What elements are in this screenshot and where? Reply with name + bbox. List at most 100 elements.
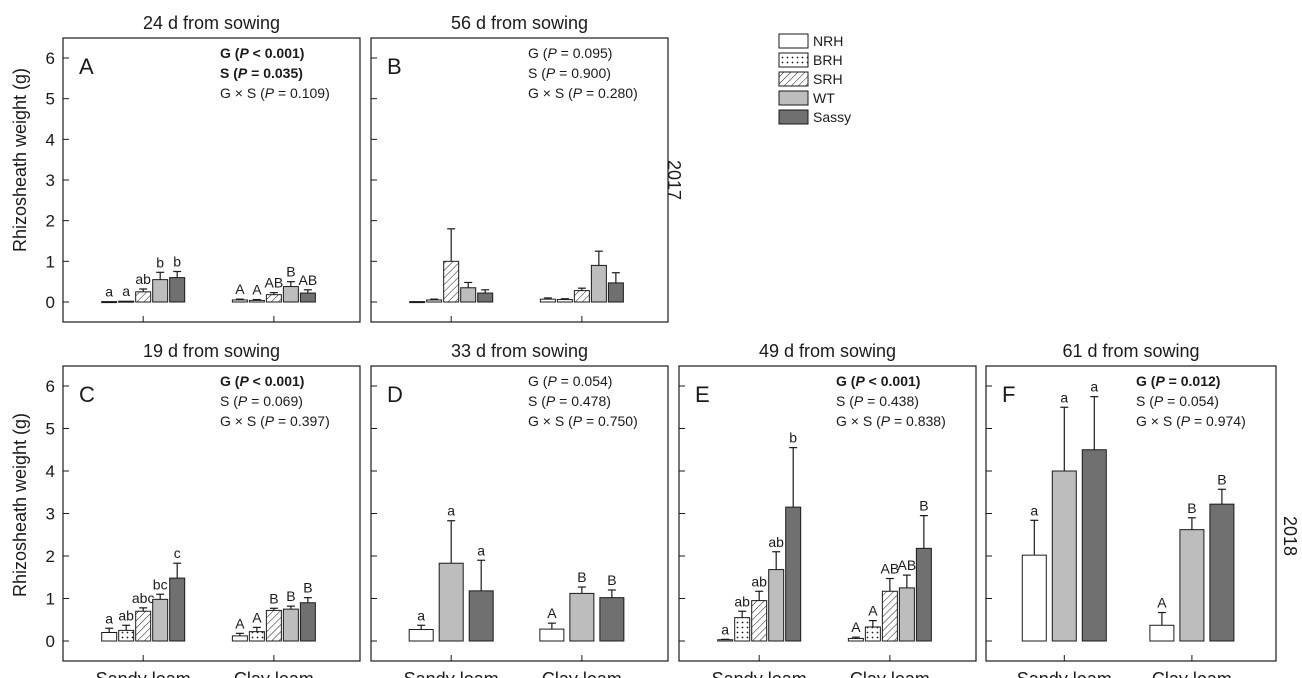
bar-brh xyxy=(248,299,265,303)
bar-srh xyxy=(135,610,152,642)
significance-letter: ab xyxy=(734,593,750,609)
stat-line: G (P = 0.054) xyxy=(528,373,612,389)
significance-letter: AB xyxy=(299,272,318,288)
y-tick-label: 2 xyxy=(46,547,55,566)
y-tick-label: 5 xyxy=(46,90,55,109)
significance-letter: ab xyxy=(751,573,767,589)
bar-sassy xyxy=(299,292,316,303)
stat-line: S (P = 0.438) xyxy=(836,393,919,409)
bar-sassy xyxy=(299,602,316,642)
bar-sassy xyxy=(1209,503,1235,642)
stat-line: G (P < 0.001) xyxy=(836,373,920,389)
y-tick-label: 6 xyxy=(46,377,55,396)
bar-srh xyxy=(443,260,460,303)
significance-letter: ab xyxy=(135,271,151,287)
stat-line: S (P = 0.900) xyxy=(528,65,611,81)
significance-letter: a xyxy=(105,284,113,300)
x-category-label: Sandy loam xyxy=(712,669,807,678)
x-category-label: Clay loam xyxy=(1152,669,1232,678)
bar-brh xyxy=(248,631,265,642)
bar-wt xyxy=(1051,470,1077,642)
x-category-label: Clay loam xyxy=(850,669,930,678)
significance-letter: c xyxy=(174,545,181,561)
x-category-label: Sandy loam xyxy=(1017,669,1112,678)
panel-letter: D xyxy=(387,382,403,407)
significance-letter: A xyxy=(235,615,245,631)
significance-letter: AB xyxy=(881,561,900,577)
panel-b: 56 d from sowing B G (P = 0.095) S (P = 0.9… xyxy=(370,13,669,323)
bar-srh xyxy=(265,294,282,303)
stat-line: G (P < 0.001) xyxy=(220,45,304,61)
stat-line: G × S (P = 0.838) xyxy=(836,413,946,429)
legend-swatch-nrh xyxy=(778,33,809,49)
bar-wt xyxy=(438,562,464,642)
y-tick-label: 0 xyxy=(46,293,55,312)
bar-sassy xyxy=(785,506,802,642)
bar-nrh xyxy=(408,629,434,642)
significance-letter: AB xyxy=(898,557,917,573)
bar-nrh xyxy=(717,639,734,642)
bar-nrh xyxy=(101,632,118,642)
x-category-label: Sandy loam xyxy=(404,669,499,678)
y-tick-label: 1 xyxy=(46,590,55,609)
x-category-label: Sandy loam xyxy=(96,669,191,678)
y-tick-label: 0 xyxy=(46,632,55,651)
significance-letter: b xyxy=(173,254,181,270)
legend-label: NRH xyxy=(813,33,843,49)
significance-letter: a xyxy=(1090,379,1098,395)
significance-letter: a xyxy=(122,283,130,299)
bar-nrh xyxy=(539,298,556,303)
significance-letter: A xyxy=(851,619,861,635)
significance-letter: a xyxy=(1030,502,1038,518)
x-category-label: Clay loam xyxy=(542,669,622,678)
stat-line: G × S (P = 0.974) xyxy=(1136,413,1246,429)
bar-nrh xyxy=(539,628,565,642)
bar-nrh xyxy=(1149,624,1175,642)
stat-line: G (P = 0.095) xyxy=(528,45,612,61)
legend-swatch-sassy xyxy=(778,109,809,125)
panel-title: 24 d from sowing xyxy=(143,13,280,33)
y-axis-label-top: Rhizosheath weight (g) xyxy=(10,68,30,252)
panel-title: 56 d from sowing xyxy=(451,13,588,33)
y-tick-label: 4 xyxy=(46,130,55,149)
significance-letter: B xyxy=(1187,500,1196,516)
bar-brh xyxy=(734,617,751,642)
panel-letter: C xyxy=(79,382,95,407)
panel-title: 49 d from sowing xyxy=(759,341,896,361)
significance-letter: B xyxy=(286,588,295,604)
bar-wt xyxy=(768,569,785,642)
bar-wt xyxy=(1179,529,1205,642)
bar-sassy xyxy=(169,577,186,642)
y-tick-label: 2 xyxy=(46,212,55,231)
bar-nrh xyxy=(847,637,864,642)
bar-brh xyxy=(118,629,135,642)
bar-wt xyxy=(460,287,477,303)
legend-label: BRH xyxy=(813,52,843,68)
significance-letter: a xyxy=(417,607,425,623)
panel-frame xyxy=(370,37,669,323)
stat-line: G × S (P = 0.750) xyxy=(528,413,638,429)
legend-swatch-srh xyxy=(778,71,809,87)
stat-line: G × S (P = 0.280) xyxy=(528,85,638,101)
stat-line: G (P = 0.012) xyxy=(1136,373,1220,389)
significance-letter: B xyxy=(286,264,295,280)
bar-sassy xyxy=(477,292,494,303)
panel-letter: F xyxy=(1002,382,1015,407)
stat-line: S (P = 0.035) xyxy=(220,65,303,81)
significance-letter: A xyxy=(868,603,878,619)
bar-nrh xyxy=(409,301,426,304)
significance-letter: A xyxy=(252,609,262,625)
panel-d: 33 d from sowing D G (P = 0.054) S (P = 0.4… xyxy=(370,341,669,678)
panel-e: 49 d from sowing E G (P < 0.001) S (P = 0.4… xyxy=(678,341,977,678)
bar-brh xyxy=(426,299,443,303)
significance-letter: abc xyxy=(132,590,155,606)
bar-nrh xyxy=(231,299,248,303)
y-tick-label: 6 xyxy=(46,49,55,68)
x-category-label: Clay loam xyxy=(234,669,314,678)
bar-wt xyxy=(282,608,299,642)
bar-wt xyxy=(282,286,299,303)
significance-letter: b xyxy=(156,254,164,270)
bar-sassy xyxy=(468,590,494,642)
bar-sassy xyxy=(607,282,624,303)
bar-wt xyxy=(152,279,169,303)
